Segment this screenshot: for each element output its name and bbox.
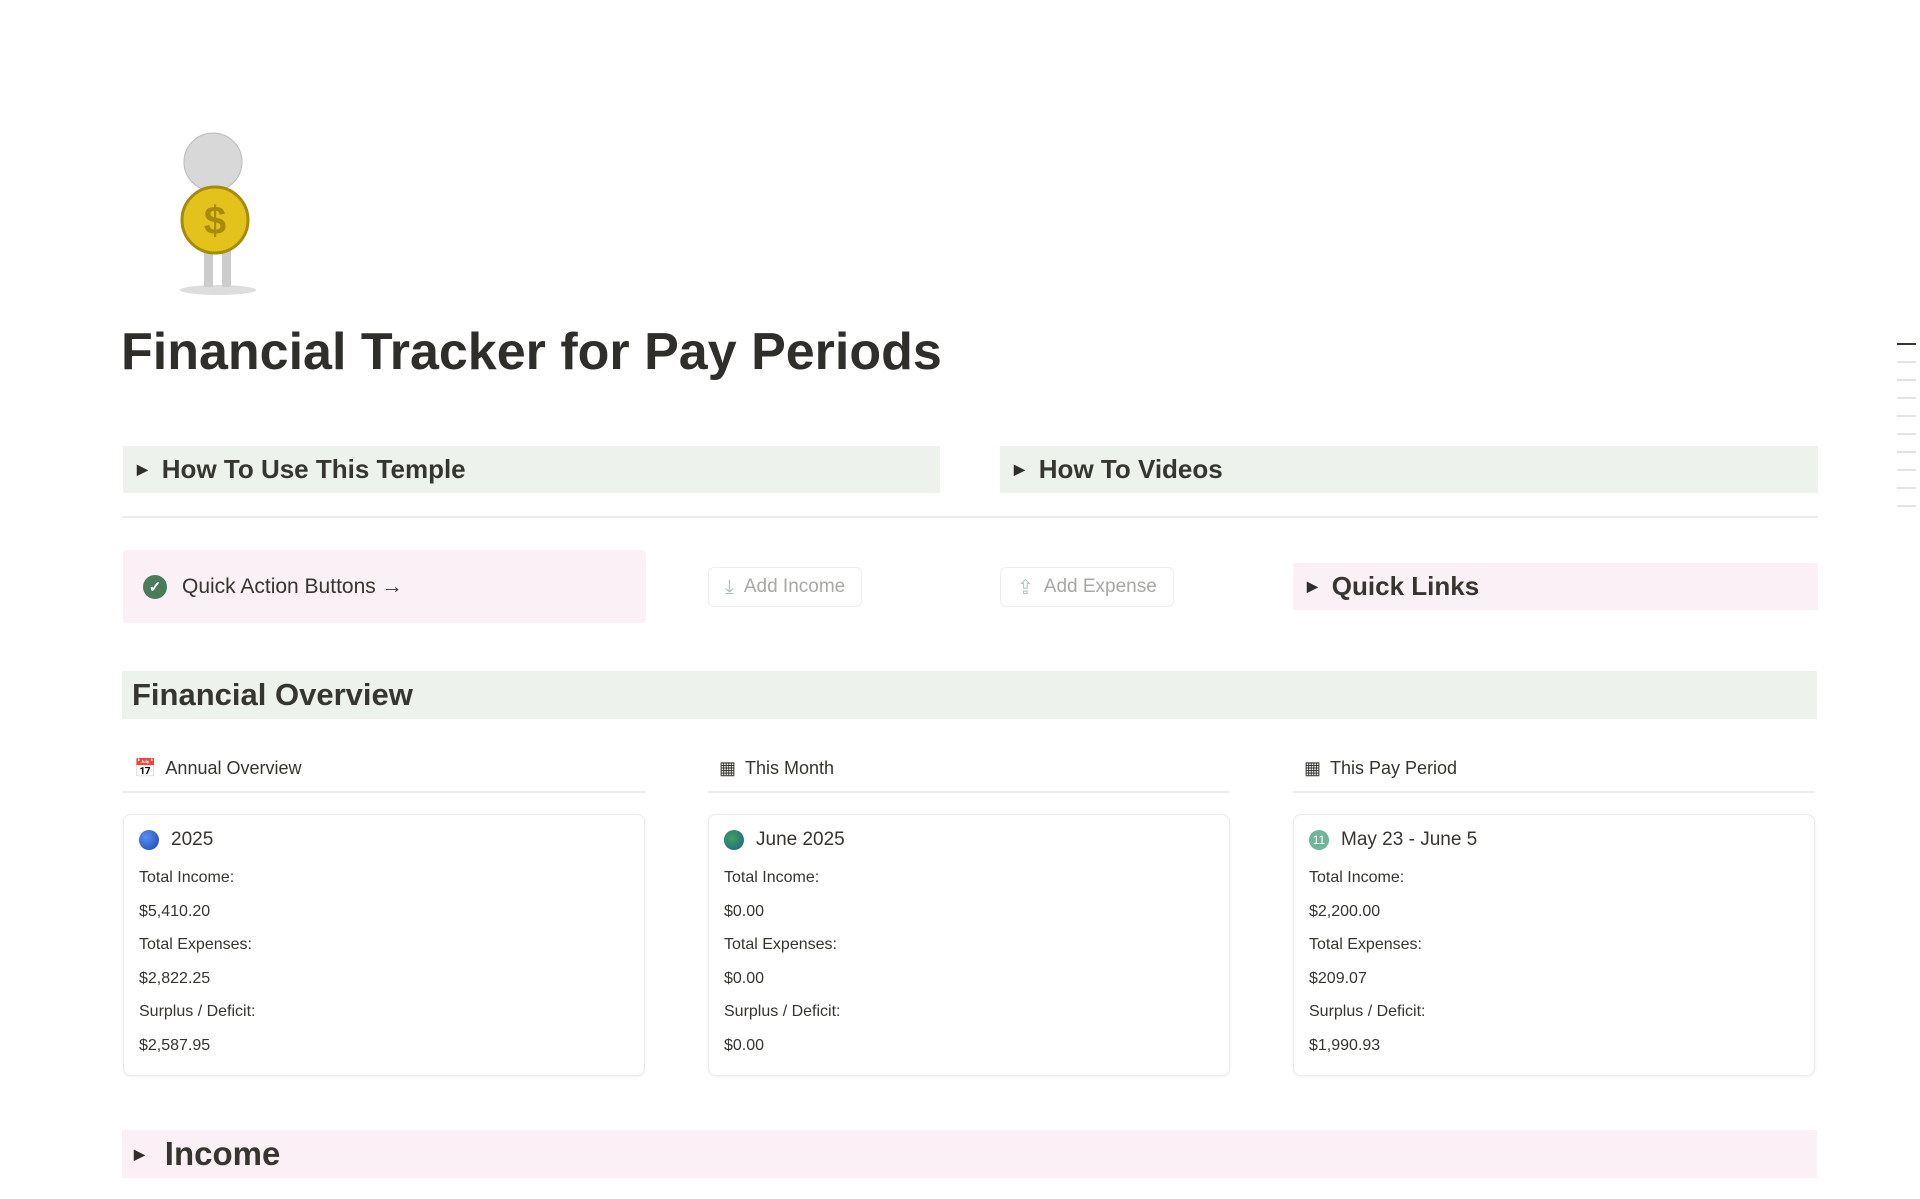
check-circle-icon: ✓ bbox=[143, 574, 167, 599]
toc-marker[interactable] bbox=[1897, 343, 1916, 345]
header-label: Annual Overview bbox=[165, 757, 302, 778]
value: $209.07 bbox=[1309, 969, 1367, 987]
page-icon[interactable]: $ bbox=[168, 132, 268, 297]
label: Surplus / Deficit: bbox=[1309, 1003, 1426, 1020]
value: $0.00 bbox=[724, 969, 765, 987]
label: Surplus / Deficit: bbox=[139, 1003, 256, 1020]
label: Total Income: bbox=[724, 869, 820, 886]
divider bbox=[122, 516, 1818, 518]
toggle-label: How To Videos bbox=[1038, 454, 1223, 484]
toggle-how-to-use[interactable]: ▶ How To Use This Temple bbox=[123, 446, 940, 493]
quick-action-callout: ✓ Quick Action Buttons → bbox=[123, 550, 646, 623]
card-title: 2025 bbox=[171, 829, 214, 850]
value: $2,200.00 bbox=[1309, 902, 1381, 920]
page-title: Financial Tracker for Pay Periods bbox=[121, 323, 942, 381]
toc-marker[interactable] bbox=[1897, 469, 1916, 471]
label: Total Expenses: bbox=[139, 936, 252, 953]
toggle-label: How To Use This Temple bbox=[161, 454, 466, 484]
toc-marker[interactable] bbox=[1897, 379, 1916, 381]
toc-marker[interactable] bbox=[1897, 361, 1916, 363]
toggle-triangle-icon: ▶ bbox=[1014, 461, 1025, 477]
add-income-button[interactable]: ⤓ Add Income bbox=[708, 567, 863, 607]
header-label: This Pay Period bbox=[1330, 757, 1458, 778]
card-title: June 2025 bbox=[756, 829, 845, 850]
button-label: Add Income bbox=[743, 576, 846, 597]
globe-icon bbox=[724, 830, 744, 850]
button-label: Add Expense bbox=[1043, 576, 1157, 597]
toc-marker[interactable] bbox=[1897, 433, 1916, 435]
label: Total Income: bbox=[1309, 869, 1405, 886]
value: $0.00 bbox=[724, 1036, 765, 1054]
toggle-triangle-icon: ▶ bbox=[1307, 578, 1318, 594]
calendar-icon: 📅 bbox=[134, 757, 157, 778]
blue-circle-icon bbox=[139, 830, 159, 850]
value: $0.00 bbox=[724, 902, 765, 920]
toggle-triangle-icon: ▶ bbox=[137, 461, 148, 477]
label: Total Income: bbox=[139, 869, 235, 886]
overview-card-month[interactable]: June 2025 Total Income: $0.00 Total Expe… bbox=[708, 814, 1230, 1076]
label: Total Expenses: bbox=[724, 936, 837, 953]
toc-marker[interactable] bbox=[1897, 505, 1916, 507]
label: Total Expenses: bbox=[1309, 936, 1422, 953]
calendar-grid-icon: ▦ bbox=[1304, 757, 1322, 778]
toggle-income[interactable]: ▶ Income bbox=[122, 1130, 1817, 1178]
toc-marker[interactable] bbox=[1897, 451, 1916, 453]
column-header-pay-period[interactable]: ▦ This Pay Period bbox=[1293, 745, 1815, 793]
overview-card-annual[interactable]: 2025 Total Income: $5,410.20 Total Expen… bbox=[123, 814, 645, 1076]
value: $5,410.20 bbox=[139, 902, 211, 920]
label: Surplus / Deficit: bbox=[724, 1003, 841, 1020]
header-label: This Month bbox=[745, 757, 835, 778]
share-icon: ⇪ bbox=[1017, 576, 1034, 599]
number-11-icon: 11 bbox=[1309, 830, 1329, 850]
value: $1,990.93 bbox=[1309, 1036, 1381, 1054]
overview-card-pay-period[interactable]: 11 May 23 - June 5 Total Income: $2,200.0… bbox=[1293, 814, 1815, 1076]
toggle-triangle-icon: ▶ bbox=[134, 1145, 145, 1162]
toggle-label: Income bbox=[164, 1135, 281, 1172]
financial-overview-heading: Financial Overview bbox=[122, 671, 1817, 719]
card-title: May 23 - June 5 bbox=[1341, 829, 1478, 850]
value: $2,822.25 bbox=[139, 969, 211, 987]
calendar-grid-icon: ▦ bbox=[719, 757, 737, 778]
value: $2,587.95 bbox=[139, 1036, 211, 1054]
add-expense-button[interactable]: ⇪ Add Expense bbox=[1000, 567, 1174, 607]
callout-text: Quick Action Buttons → bbox=[182, 574, 403, 598]
svg-text:$: $ bbox=[204, 199, 226, 243]
toggle-label: Quick Links bbox=[1331, 571, 1480, 601]
toc-marker[interactable] bbox=[1897, 397, 1916, 399]
column-header-month[interactable]: ▦ This Month bbox=[708, 745, 1230, 793]
toc-marker[interactable] bbox=[1897, 415, 1916, 417]
download-icon: ⤓ bbox=[725, 575, 734, 598]
toggle-quick-links[interactable]: ▶ Quick Links bbox=[1293, 563, 1818, 610]
column-header-annual[interactable]: 📅 Annual Overview bbox=[123, 745, 645, 793]
toggle-how-to-videos[interactable]: ▶ How To Videos bbox=[1000, 446, 1818, 493]
toc-marker[interactable] bbox=[1897, 487, 1916, 489]
